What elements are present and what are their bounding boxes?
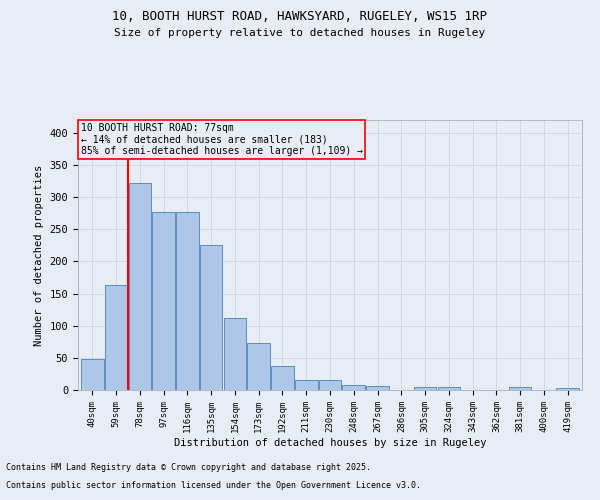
Bar bbox=[509, 388, 532, 390]
X-axis label: Distribution of detached houses by size in Rugeley: Distribution of detached houses by size … bbox=[174, 438, 486, 448]
Text: 10, BOOTH HURST ROAD, HAWKSYARD, RUGELEY, WS15 1RP: 10, BOOTH HURST ROAD, HAWKSYARD, RUGELEY… bbox=[113, 10, 487, 23]
Bar bbox=[176, 212, 199, 390]
Bar bbox=[271, 366, 294, 390]
Bar bbox=[556, 388, 579, 390]
Bar bbox=[128, 183, 151, 390]
Bar bbox=[152, 212, 175, 390]
Bar bbox=[224, 318, 246, 390]
Bar bbox=[200, 246, 223, 390]
Bar bbox=[319, 380, 341, 390]
Bar bbox=[437, 388, 460, 390]
Text: Contains HM Land Registry data © Crown copyright and database right 2025.: Contains HM Land Registry data © Crown c… bbox=[6, 464, 371, 472]
Text: 10 BOOTH HURST ROAD: 77sqm
← 14% of detached houses are smaller (183)
85% of sem: 10 BOOTH HURST ROAD: 77sqm ← 14% of deta… bbox=[80, 122, 362, 156]
Y-axis label: Number of detached properties: Number of detached properties bbox=[34, 164, 44, 346]
Bar bbox=[295, 380, 317, 390]
Bar bbox=[81, 359, 104, 390]
Bar bbox=[343, 385, 365, 390]
Text: Size of property relative to detached houses in Rugeley: Size of property relative to detached ho… bbox=[115, 28, 485, 38]
Text: Contains public sector information licensed under the Open Government Licence v3: Contains public sector information licen… bbox=[6, 481, 421, 490]
Bar bbox=[366, 386, 389, 390]
Bar bbox=[247, 343, 270, 390]
Bar bbox=[105, 285, 127, 390]
Bar bbox=[414, 388, 436, 390]
